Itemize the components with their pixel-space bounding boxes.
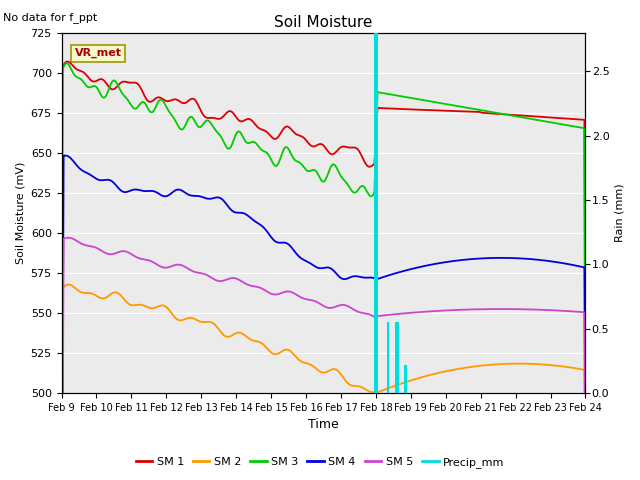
- Bar: [387, 322, 389, 393]
- Bar: [374, 33, 378, 393]
- Title: Soil Moisture: Soil Moisture: [275, 15, 372, 30]
- Y-axis label: Soil Moisture (mV): Soil Moisture (mV): [15, 162, 25, 264]
- Bar: [404, 365, 407, 393]
- Y-axis label: Rain (mm): Rain (mm): [615, 183, 625, 242]
- Legend: SM 1, SM 2, SM 3, SM 4, SM 5, Precip_mm: SM 1, SM 2, SM 3, SM 4, SM 5, Precip_mm: [131, 452, 509, 472]
- Text: VR_met: VR_met: [75, 48, 122, 58]
- Text: No data for f_ppt: No data for f_ppt: [3, 12, 97, 23]
- Bar: [395, 322, 399, 393]
- X-axis label: Time: Time: [308, 419, 339, 432]
